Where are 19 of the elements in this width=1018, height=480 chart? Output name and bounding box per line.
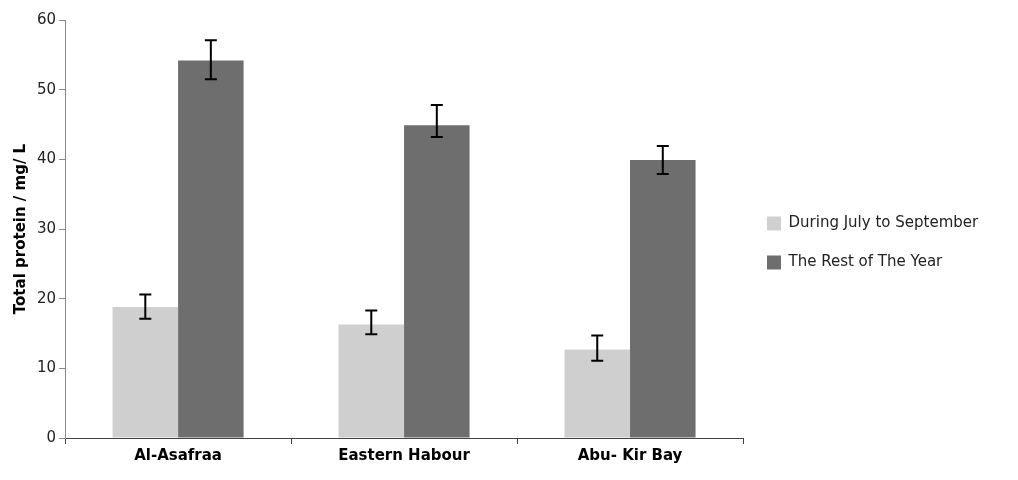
x-tick-label: Eastern Habour [338,445,471,464]
y-tick-label: 40 [36,149,57,168]
x-tick-label: Abu- Kir Bay [577,445,683,464]
y-tick-label: 60 [36,9,57,28]
bar [630,160,696,438]
y-tick-label: 10 [36,358,57,377]
y-tick-label: 30 [36,218,57,237]
y-tick-label: 20 [36,288,57,307]
x-tick-label: Al-Asafraa [134,445,222,464]
y-tick-label: 0 [46,427,57,446]
bar [338,324,405,438]
bar [112,307,179,438]
legend-label: During July to September [788,213,979,232]
bar [178,60,244,438]
y-axis-title: Total protein / mg/ L [10,143,29,315]
legend-label: The Rest of The Year [787,252,944,271]
y-tick-label: 50 [36,79,57,98]
bar [404,125,470,438]
bar [564,349,631,438]
